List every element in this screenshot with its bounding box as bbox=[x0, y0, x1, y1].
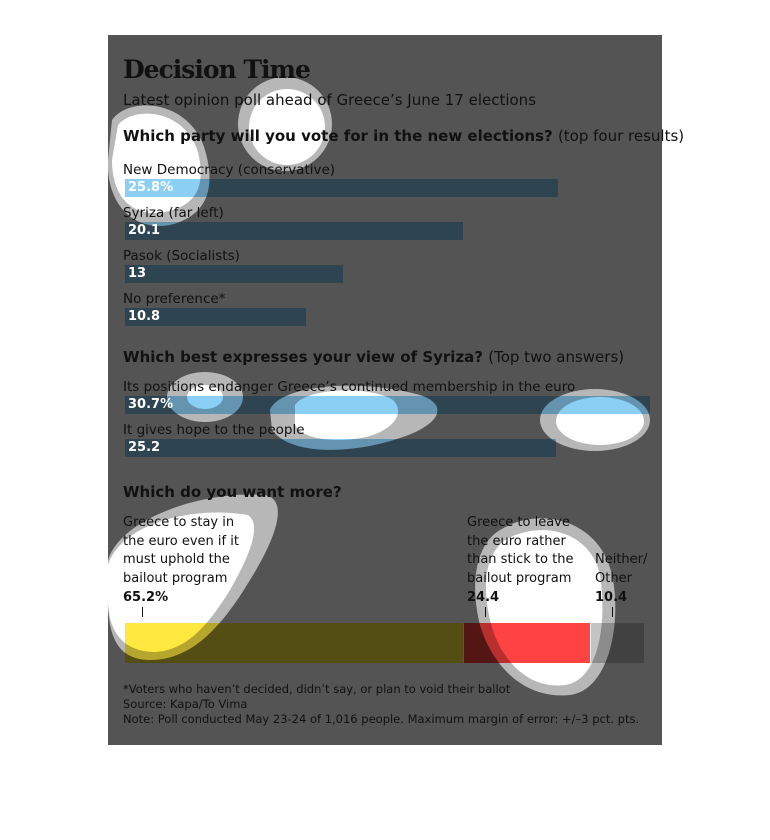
bar: 25.2 bbox=[125, 439, 556, 457]
footnote-note: Note: Poll conducted May 23-24 of 1,016 … bbox=[123, 712, 640, 726]
chart-title: Decision Time bbox=[123, 55, 311, 84]
q3-value-neither: 10.4 bbox=[595, 590, 628, 605]
q2-title: Which best expresses your view of Syriza… bbox=[123, 348, 625, 366]
bar-value-label: 25.2 bbox=[128, 440, 161, 455]
tick-stay bbox=[142, 607, 143, 617]
bar: 13 bbox=[125, 265, 344, 283]
q3-value-leave: 24.4 bbox=[467, 590, 500, 605]
bar-value-label: 30.7% bbox=[128, 397, 174, 412]
q1-title: Which party will you vote for in the new… bbox=[123, 127, 685, 145]
q3-label-neither: Neither/ Other bbox=[595, 552, 648, 586]
stacked-segment bbox=[125, 623, 464, 663]
bar-value-label: 10.8 bbox=[128, 309, 161, 324]
bar-label: Its positions endanger Greece’s continue… bbox=[123, 379, 576, 395]
q3-value-stay: 65.2% bbox=[123, 590, 169, 605]
bar: 10.8 bbox=[125, 308, 307, 326]
stacked-segment bbox=[590, 623, 644, 663]
footnote-source: Source: Kapa/To Vima bbox=[123, 697, 248, 711]
tick-neither bbox=[612, 607, 613, 617]
q3-label-stay: Greece to stay in the euro even if it mu… bbox=[123, 515, 239, 586]
bar-label: Syriza (far left) bbox=[123, 205, 224, 221]
bar: 25.8% bbox=[125, 179, 559, 197]
bar-value-label: 20.1 bbox=[128, 223, 161, 238]
bar-label: Pasok (Socialists) bbox=[123, 248, 240, 264]
q1-note: (top four results) bbox=[557, 127, 685, 145]
bar-value-label: 13 bbox=[128, 266, 147, 281]
chart: Decision Time Latest opinion poll ahead … bbox=[108, 35, 684, 745]
footnote-asterisk: *Voters who haven’t decided, didn’t say,… bbox=[123, 682, 511, 696]
bar-label: New Democracy (conservative) bbox=[123, 162, 336, 178]
bar: 30.7% bbox=[125, 396, 650, 414]
q3-title: Which do you want more? bbox=[123, 483, 342, 501]
q3-label-leave: Greece to leave the euro rather than sti… bbox=[467, 515, 574, 586]
bar-label: No preference* bbox=[123, 291, 226, 307]
bar: 20.1 bbox=[125, 222, 463, 240]
tick-leave bbox=[485, 607, 486, 617]
stacked-segment bbox=[464, 623, 590, 663]
bar-value-label: 25.8% bbox=[128, 180, 174, 195]
q2-note: (Top two answers) bbox=[488, 348, 625, 366]
chart-subtitle: Latest opinion poll ahead of Greece’s Ju… bbox=[123, 91, 537, 109]
bar-label: It gives hope to the people bbox=[123, 422, 305, 438]
